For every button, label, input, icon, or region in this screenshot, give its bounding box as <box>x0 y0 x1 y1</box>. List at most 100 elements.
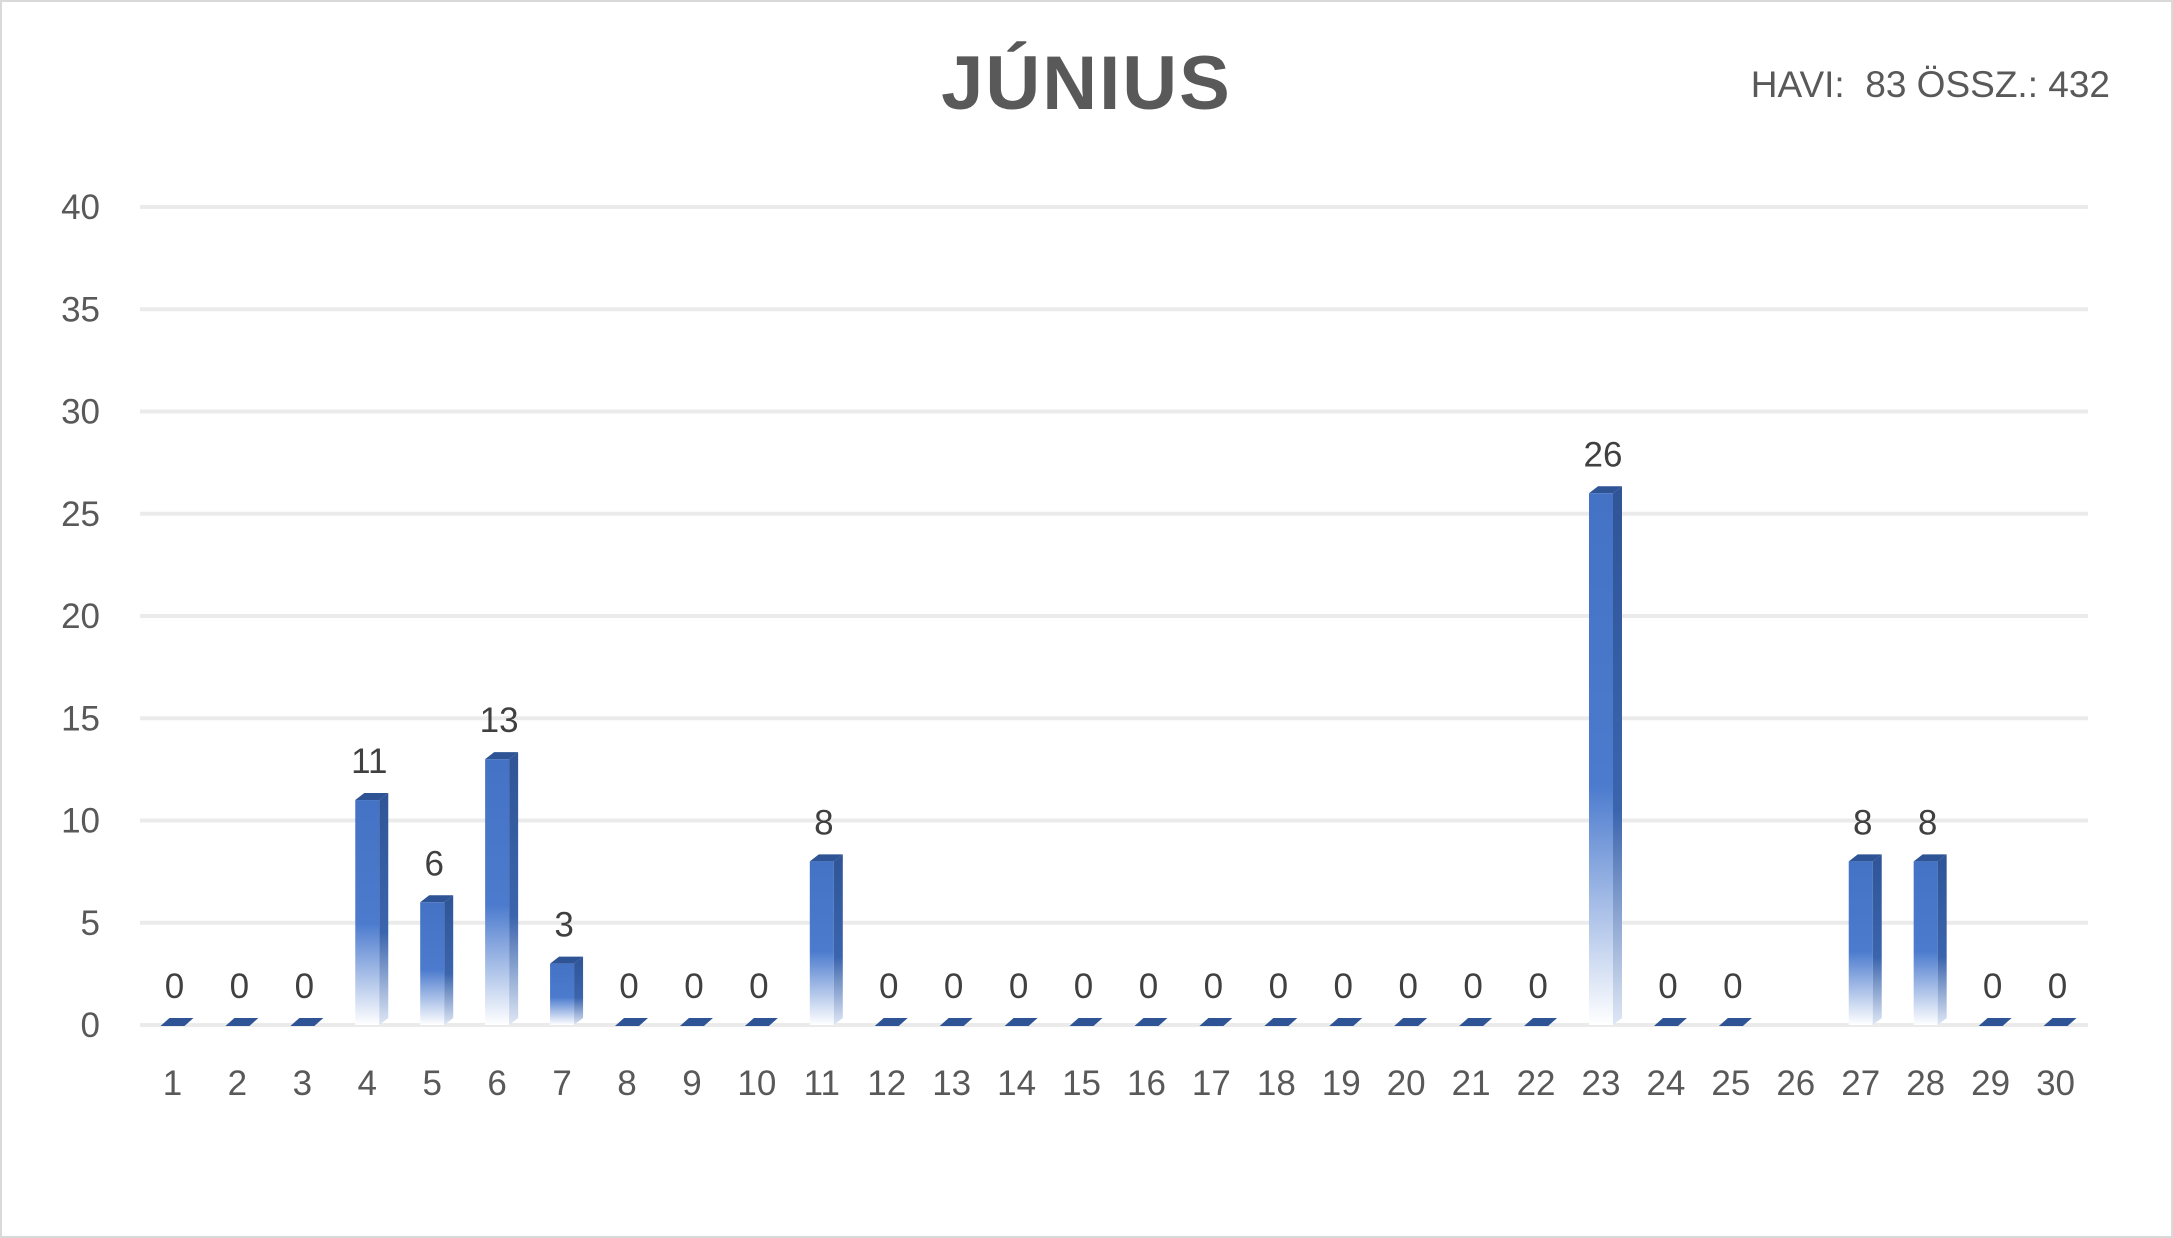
chart-title: JÚNIUS <box>941 41 1232 126</box>
bar <box>1913 854 1947 1025</box>
data-label: 0 <box>1723 967 1742 1006</box>
bar-top <box>290 1018 324 1026</box>
x-tick-label: 24 <box>1646 1064 1685 1103</box>
bar <box>355 793 389 1025</box>
y-tick-label: 40 <box>61 188 100 227</box>
bar <box>160 1018 194 1026</box>
y-tick-label: 10 <box>61 802 100 841</box>
bar-top <box>1004 1018 1038 1026</box>
x-tick-label: 13 <box>932 1064 971 1103</box>
data-label: 8 <box>1853 803 1872 842</box>
bar-top <box>1524 1018 1558 1026</box>
x-tick-label: 1 <box>163 1064 182 1103</box>
chart-annotation: HAVI: 83 ÖSSZ.: 432 <box>1750 64 2110 105</box>
y-tick-label: 30 <box>61 393 100 432</box>
bar-top <box>744 1018 778 1026</box>
x-tick-label: 4 <box>358 1064 377 1103</box>
bar <box>744 1018 778 1026</box>
bar-top <box>160 1018 194 1026</box>
bar-top <box>420 895 454 903</box>
bar-top <box>874 1018 908 1026</box>
x-tick-label: 8 <box>617 1064 636 1103</box>
data-label: 0 <box>1658 967 1677 1006</box>
x-tick-label: 10 <box>737 1064 776 1103</box>
x-tick-label: 6 <box>487 1064 506 1103</box>
data-label: 0 <box>749 967 768 1006</box>
bar-top <box>1394 1018 1428 1026</box>
data-label: 6 <box>424 844 443 883</box>
data-label: 0 <box>1074 967 1093 1006</box>
y-tick-label: 20 <box>61 597 100 636</box>
bar <box>1524 1018 1558 1026</box>
bar-top <box>1134 1018 1168 1026</box>
bar-side <box>1937 854 1947 1025</box>
y-tick-label: 5 <box>81 904 100 943</box>
x-tick-label: 18 <box>1257 1064 1296 1103</box>
data-labels: 0 0 0 11 6 13 3 0 0 0 8 0 0 0 0 0 0 0 0 0 0 0 26 0 0 8 8 0 0 <box>165 435 2068 1006</box>
data-label: 0 <box>295 967 314 1006</box>
bar-top <box>1653 1018 1687 1026</box>
bar-top <box>939 1018 973 1026</box>
bar-front <box>1589 493 1613 1025</box>
bar-side <box>833 854 843 1025</box>
bar-side <box>509 752 519 1025</box>
data-label: 0 <box>2048 967 2067 1006</box>
bar-front <box>1848 861 1873 1025</box>
x-tick-label: 15 <box>1062 1064 1101 1103</box>
x-tick-label: 25 <box>1711 1064 1750 1103</box>
bar-top <box>1199 1018 1233 1026</box>
x-tick-label: 5 <box>422 1064 441 1103</box>
bar <box>2043 1018 2077 1026</box>
x-tick-label: 17 <box>1192 1064 1231 1103</box>
bar <box>550 956 584 1025</box>
bar <box>1459 1018 1493 1026</box>
x-tick-label: 29 <box>1971 1064 2010 1103</box>
bar <box>615 1018 648 1026</box>
bar <box>420 895 454 1025</box>
data-label: 0 <box>684 967 703 1006</box>
bar-front <box>1913 861 1938 1025</box>
bar-front <box>550 963 575 1025</box>
gridlines <box>140 205 2088 1027</box>
x-tick-label: 22 <box>1517 1064 1556 1103</box>
bar <box>1589 486 1622 1025</box>
y-tick-label: 0 <box>81 1006 100 1045</box>
bar-top <box>1329 1018 1363 1026</box>
bar-side <box>1613 486 1622 1025</box>
bar-top <box>615 1018 648 1026</box>
bar-top <box>355 793 389 801</box>
y-tick-label: 35 <box>61 290 100 329</box>
data-label: 8 <box>1918 803 1937 842</box>
x-tick-label: 14 <box>997 1064 1036 1103</box>
data-label: 0 <box>1528 967 1547 1006</box>
data-label: 11 <box>351 742 387 781</box>
bar <box>1394 1018 1428 1026</box>
bar <box>1264 1018 1298 1026</box>
bar <box>1004 1018 1038 1026</box>
data-label: 0 <box>1139 967 1158 1006</box>
data-label: 0 <box>1463 967 1482 1006</box>
data-label: 0 <box>230 967 249 1006</box>
data-label: 0 <box>1334 967 1353 1006</box>
bar <box>874 1018 908 1026</box>
bar-front <box>420 902 445 1025</box>
x-tick-label: 30 <box>2036 1064 2075 1103</box>
bar-top <box>1264 1018 1298 1026</box>
bar-top <box>1069 1018 1103 1026</box>
bar-side <box>379 793 389 1025</box>
x-tick-label: 20 <box>1387 1064 1426 1103</box>
x-tick-label: 2 <box>228 1064 247 1103</box>
bar-top <box>225 1018 259 1026</box>
bar-top <box>2043 1018 2077 1026</box>
data-label: 13 <box>480 701 519 740</box>
x-tick-label: 16 <box>1127 1064 1166 1103</box>
bar <box>679 1018 713 1026</box>
bar <box>1134 1018 1168 1026</box>
bar-side <box>574 956 584 1025</box>
bar-top <box>1718 1018 1752 1026</box>
x-tick-label: 12 <box>867 1064 906 1103</box>
x-tick-label: 3 <box>293 1064 312 1103</box>
bar-front <box>809 861 834 1025</box>
bar <box>939 1018 973 1026</box>
data-label: 0 <box>165 967 184 1006</box>
